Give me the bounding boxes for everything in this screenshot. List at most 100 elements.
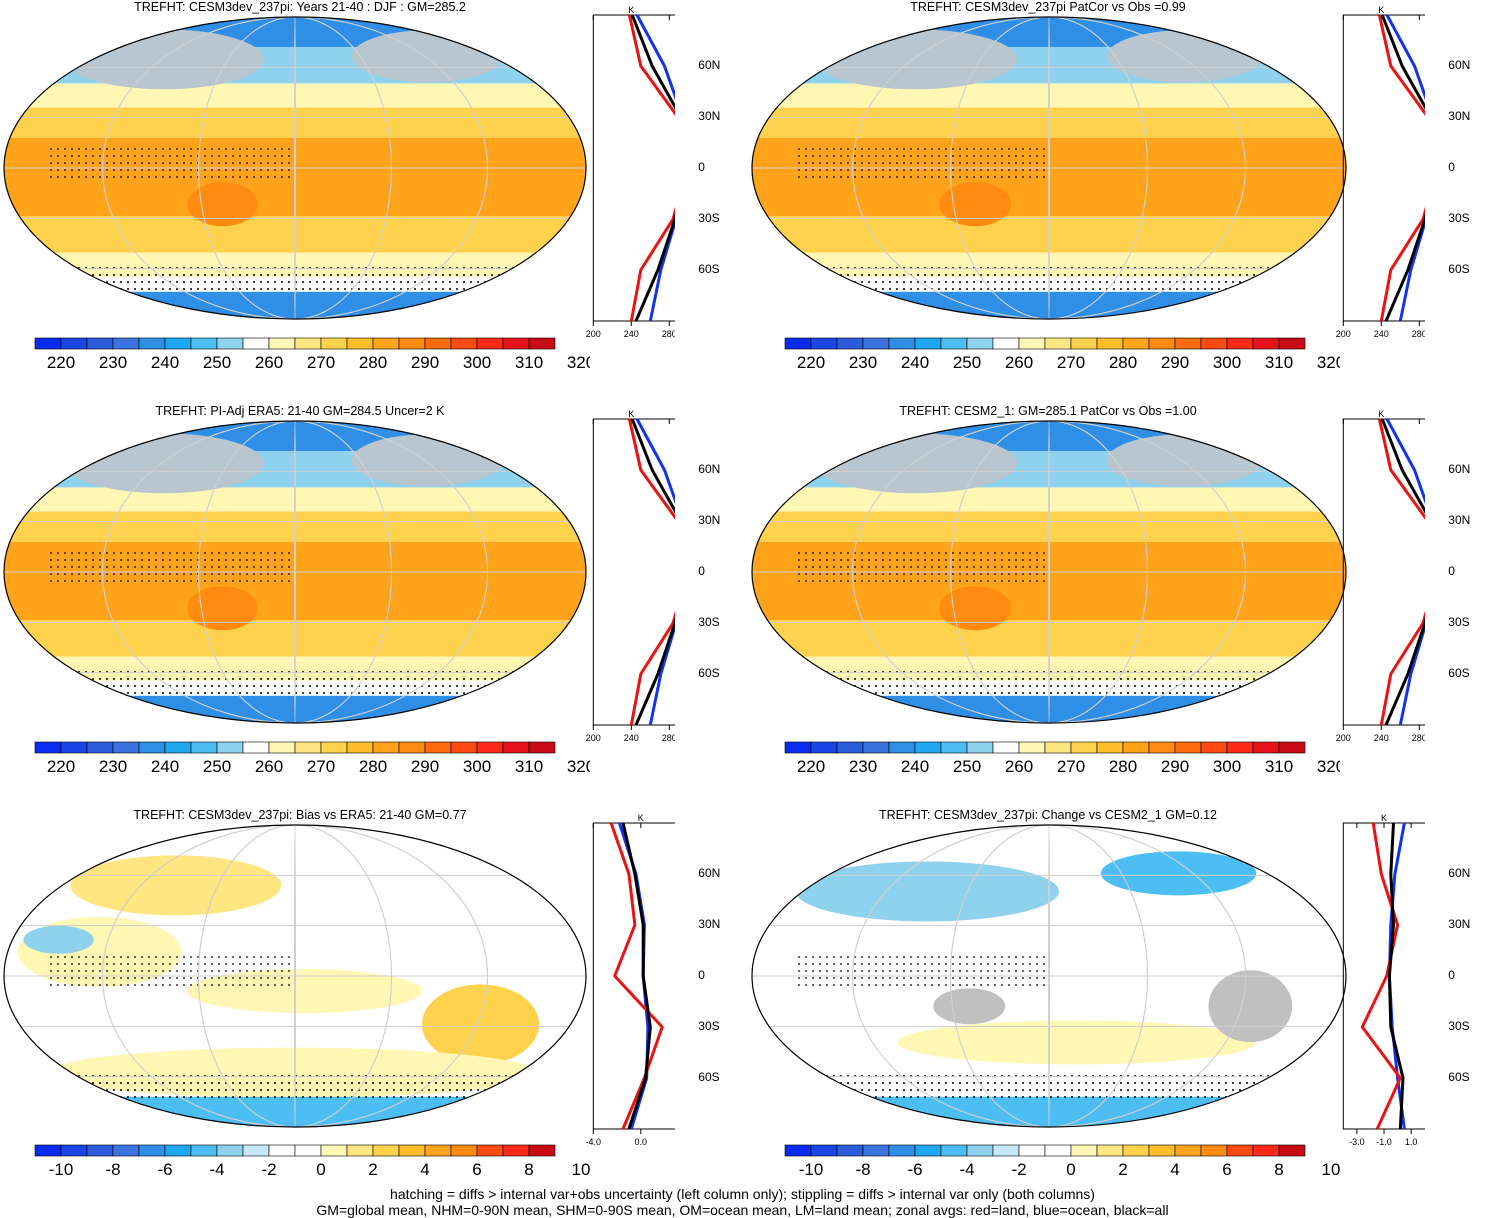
- stippling: [807, 1072, 1287, 1100]
- colorbar-swatch: [294, 337, 322, 350]
- meridian-line: [197, 421, 393, 723]
- colorbar-swatch: [1252, 337, 1280, 350]
- colorbar-swatch: [372, 741, 400, 754]
- colorbar-label: 4: [420, 1160, 429, 1179]
- stippling: [807, 264, 1287, 292]
- colorbar: 220 230 240 250 260 270 280 290 300 310 320: [34, 337, 590, 372]
- zonal-tick-label: 200: [586, 329, 601, 339]
- colorbar-label: 260: [255, 757, 283, 776]
- colorbar-label: 0: [316, 1160, 325, 1179]
- colorbar-swatch: [862, 741, 890, 754]
- meridian-line: [294, 825, 296, 1127]
- colorbar-swatch: [1278, 741, 1306, 754]
- zonal-frame: [1342, 14, 1425, 322]
- colorbar-label: -4: [959, 1160, 974, 1179]
- zonal-lat-label: 30S: [1448, 1019, 1470, 1033]
- colorbar-label: 230: [99, 353, 127, 372]
- colorbar-swatch: [888, 741, 916, 754]
- colorbar-swatch: [86, 741, 114, 754]
- colorbar-swatch: [784, 337, 812, 350]
- warm-bias-area: [421, 984, 540, 1065]
- colorbar-swatch: [320, 741, 348, 754]
- cold-change-area: [795, 861, 1059, 922]
- sh-sub-band: [752, 620, 1346, 657]
- colorbar-swatch: [1096, 741, 1124, 754]
- zonal-mean-plot: 200 240 280 K: [1336, 409, 1425, 743]
- footer-note-2: GM=global mean, NHM=0-90N mean, SHM=0-90…: [316, 1202, 1169, 1218]
- colorbar-swatch: [424, 337, 452, 350]
- colorbar-swatch: [992, 337, 1020, 350]
- colorbar-swatch: [940, 1144, 968, 1157]
- colorbar-swatch: [914, 741, 942, 754]
- meridian-line: [851, 421, 1247, 723]
- colorbar-swatch: [836, 1144, 864, 1157]
- zonal-tick-label: 280: [1412, 733, 1425, 743]
- colorbar-label: -6: [907, 1160, 922, 1179]
- meridian-line: [197, 17, 393, 319]
- colorbar-swatch: [1070, 337, 1098, 350]
- stippling: [46, 547, 293, 588]
- australia-land: [187, 586, 258, 631]
- colorbar-swatch: [914, 1144, 942, 1157]
- colorbar-label: 10: [572, 1160, 590, 1179]
- colorbar-swatch: [1278, 337, 1306, 350]
- colorbar-label: 320: [567, 353, 590, 372]
- meridian-line: [949, 421, 1149, 723]
- colorbar-swatch: [1018, 337, 1046, 350]
- zonal-lat-label: 60N: [1448, 866, 1471, 880]
- colorbar-swatch: [502, 1144, 530, 1157]
- warm-change-area: [897, 1020, 1257, 1065]
- zonal-tick-label: -3.0: [1349, 1137, 1365, 1147]
- colorbar-swatch: [398, 1144, 426, 1157]
- colorbar-swatch: [138, 1144, 166, 1157]
- colorbar-swatch: [476, 741, 504, 754]
- colorbar-label: 260: [1005, 353, 1033, 372]
- zonal-unit-label: K: [1378, 409, 1384, 419]
- colorbar-swatch: [216, 1144, 244, 1157]
- zonal-lat-label: 60N: [1448, 58, 1471, 72]
- colorbar-label: 250: [953, 353, 981, 372]
- colorbar-label: 240: [901, 353, 929, 372]
- zonal-series-ocean: [635, 14, 675, 322]
- colorbar-swatch: [1174, 1144, 1202, 1157]
- colorbar-label: 300: [463, 353, 491, 372]
- colorbar-label: 290: [411, 757, 439, 776]
- zonal-lat-label: 0: [698, 160, 705, 174]
- zonal-frame: [1342, 418, 1425, 726]
- colorbar-swatch: [346, 1144, 374, 1157]
- colorbar-label: 6: [472, 1160, 481, 1179]
- zonal-lat-label: 30S: [1448, 615, 1470, 629]
- zonal-mean-plot: 200 240 280 K: [586, 409, 675, 743]
- colorbar-swatch: [502, 741, 530, 754]
- colorbar-swatch: [346, 337, 374, 350]
- panel-title: TREFHT: PI-Adj ERA5: 21-40 GM=284.5 Unce…: [155, 404, 445, 418]
- colorbar-swatch: [528, 337, 556, 350]
- colorbar-swatch: [346, 741, 374, 754]
- zonal-unit-label: K: [628, 5, 634, 15]
- colorbar-swatch: [1252, 741, 1280, 754]
- colorbar-swatch: [528, 741, 556, 754]
- zonal-unit-label: K: [1378, 5, 1384, 15]
- colorbar-label: 320: [1317, 353, 1340, 372]
- colorbar-swatch: [164, 337, 192, 350]
- colorbar-swatch: [914, 337, 942, 350]
- colorbar-swatch: [476, 1144, 504, 1157]
- colorbar-swatch: [86, 337, 114, 350]
- zonal-lat-label: 30N: [1448, 917, 1471, 931]
- colorbar-label: 240: [901, 757, 929, 776]
- map-panel: [3, 420, 587, 724]
- colorbar-swatch: [138, 337, 166, 350]
- eurasia-land: [813, 433, 1018, 494]
- colorbar-swatch: [164, 741, 192, 754]
- graticule: [4, 17, 586, 319]
- zonal-lat-label: 30N: [1448, 513, 1471, 527]
- zonal-lat-label: 30S: [698, 211, 720, 225]
- zonal-series-land: [627, 14, 675, 322]
- colorbar-swatch: [398, 337, 426, 350]
- meridian-line: [1048, 17, 1050, 319]
- meridian-line: [851, 825, 1247, 1127]
- colorbar-label: -8: [105, 1160, 120, 1179]
- meridian-line: [949, 17, 1149, 319]
- colorbar-swatch: [34, 741, 62, 754]
- colorbar-swatch: [1096, 1144, 1124, 1157]
